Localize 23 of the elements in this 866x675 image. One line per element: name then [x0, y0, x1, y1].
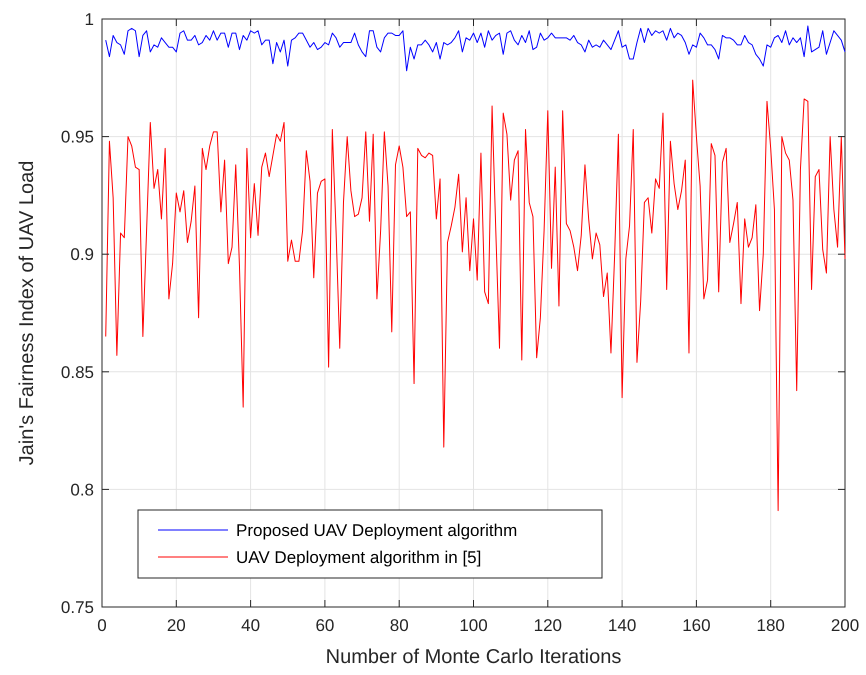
y-tick-label: 0.8	[70, 480, 94, 500]
x-tick-label: 200	[830, 616, 860, 635]
x-tick-label: 60	[315, 616, 334, 635]
x-tick-label: 180	[756, 616, 785, 635]
x-tick-label: 0	[97, 616, 107, 635]
x-tick-label: 40	[241, 616, 260, 635]
y-tick-label: 0.9	[70, 245, 94, 264]
y-tick-label: 1	[84, 10, 94, 29]
x-tick-label: 100	[459, 616, 488, 635]
y-tick-label: 0.85	[60, 362, 94, 382]
x-tick-label: 120	[534, 616, 562, 635]
line-series	[105, 80, 846, 512]
legend-label: UAV Deployment algorithm in [5]	[236, 548, 482, 567]
x-tick-label: 20	[166, 616, 186, 635]
y-axis-title: Jain's Fairness Index of UAV Load	[16, 160, 38, 466]
x-tick-label: 160	[682, 616, 711, 635]
x-tick-label: 80	[390, 616, 409, 635]
y-tick-label: 0.95	[60, 128, 94, 147]
x-tick-label: 140	[608, 616, 636, 635]
x-axis-title: Number of Monte Carlo Iterations	[326, 646, 622, 668]
y-tick-label: 0.75	[60, 598, 94, 617]
legend-label: Proposed UAV Deployment algorithm	[236, 521, 518, 540]
line-series	[105, 26, 846, 72]
